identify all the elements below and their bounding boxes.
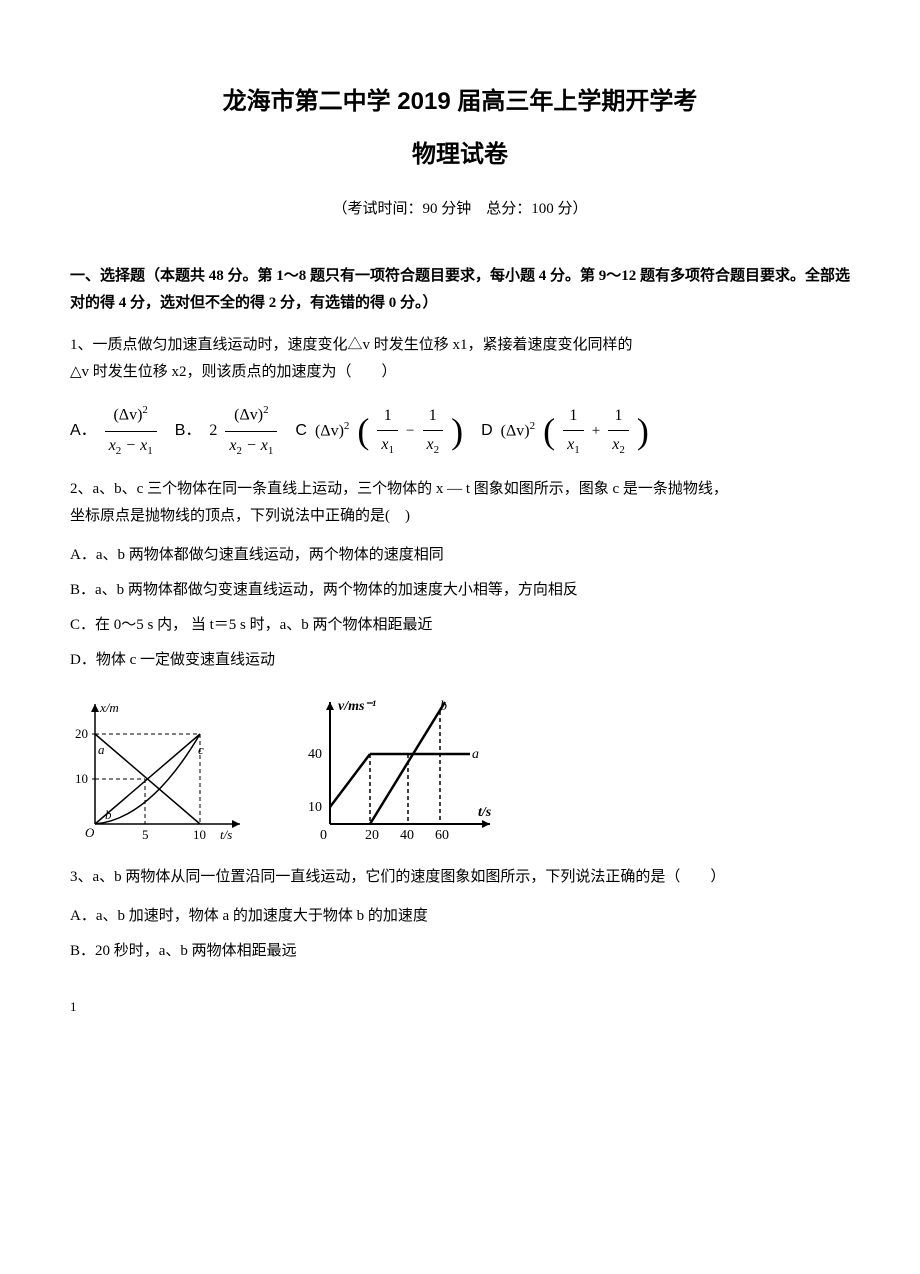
fraction: 1 x2 [608, 402, 629, 462]
option-label: A． [70, 417, 97, 446]
fraction: (Δv)2 x2 − x1 [225, 401, 277, 461]
q1-option-c: C (Δv)2 ( 1 x1 − 1 x2 ) [295, 402, 463, 462]
fraction: 1 x1 [377, 402, 398, 462]
fraction: 1 x2 [423, 402, 444, 462]
xtick-20: 20 [365, 828, 379, 843]
q1-line1: 1、一质点做匀加速直线运动时，速度变化△v 时发生位移 x1，紧接着速度变化同样… [70, 332, 850, 359]
q1-option-a: A． (Δv)2 x2 − x1 [70, 401, 157, 461]
q2-choice-c: C．在 0～5 s 内， 当 t＝5 s 时，a、b 两个物体相距最近 [70, 612, 850, 639]
question-3: 3、a、b 两物体从同一位置沿同一直线运动，它们的速度图象如图所示，下列说法正确… [70, 864, 850, 891]
q3-stem: 3、a、b 两物体从同一位置沿同一直线运动，它们的速度图象如图所示，下列说法正确… [70, 864, 850, 891]
q3-choice-a: A．a、b 加速时，物体 a 的加速度大于物体 b 的加速度 [70, 903, 850, 930]
y-axis-label: v/ms⁻¹ [338, 699, 376, 714]
expr: (Δv)2 [315, 417, 349, 446]
den-text: x2 − x1 [229, 437, 273, 454]
numerator-base: (Δv) [113, 407, 142, 424]
q2-stem1: 2、a、b、c 三个物体在同一条直线上运动，三个物体的 x — t 图象如图所示… [70, 476, 850, 503]
curve-label-b: b [440, 699, 447, 714]
figures-row: 20 10 5 10 x/m t/s O a b c v/ms⁻¹ [70, 694, 850, 844]
numerator-sup: 2 [263, 404, 269, 416]
y-axis-label: x/m [99, 700, 119, 715]
op-plus: + [592, 418, 600, 445]
q1-option-d: D (Δv)2 ( 1 x1 + 1 x2 ) [481, 402, 649, 462]
fraction: 1 x1 [563, 402, 584, 462]
q2-choice-a: A．a、b 两物体都做匀速直线运动，两个物体的速度相同 [70, 542, 850, 569]
paren-right-icon: ) [451, 417, 463, 446]
option-label: C [295, 417, 307, 446]
q1-option-b: B． 2 (Δv)2 x2 − x1 [175, 401, 278, 461]
xtick-40: 40 [400, 828, 414, 843]
x-axis-label: t/s [220, 827, 232, 842]
ytick-40: 40 [308, 747, 322, 762]
exam-info: （考试时间：90 分钟 总分：100 分） [70, 196, 850, 223]
ytick-10: 10 [308, 800, 322, 815]
origin-label: 0 [320, 828, 327, 843]
paren-left-icon: ( [543, 417, 555, 446]
paren-right-icon: ) [637, 417, 649, 446]
xtick-5: 5 [142, 827, 149, 842]
title-main: 龙海市第二中学 2019 届高三年上学期开学考 [70, 80, 850, 123]
q3-choice-b: B．20 秒时，a、b 两物体相距最远 [70, 938, 850, 965]
op-minus: − [406, 418, 414, 445]
q1-options: A． (Δv)2 x2 − x1 B． 2 (Δv)2 x2 − x1 C (Δ… [70, 401, 850, 461]
coef: 2 [209, 417, 217, 446]
page-number: 1 [70, 995, 850, 1018]
xtick-60: 60 [435, 828, 449, 843]
title-sub: 物理试卷 [70, 133, 850, 176]
figure-xt-graph: 20 10 5 10 x/m t/s O a b c [70, 694, 250, 844]
question-1: 1、一质点做匀加速直线运动时，速度变化△v 时发生位移 x1，紧接着速度变化同样… [70, 332, 850, 386]
paren-left-icon: ( [357, 417, 369, 446]
q2-choice-d: D．物体 c 一定做变速直线运动 [70, 647, 850, 674]
ytick-20: 20 [75, 726, 88, 741]
ytick-10: 10 [75, 771, 88, 786]
expr: (Δv)2 [501, 417, 535, 446]
option-label: D [481, 417, 493, 446]
den-text: x2 − x1 [109, 437, 153, 454]
curve-label-a: a [472, 747, 479, 762]
figure-vt-graph: v/ms⁻¹ t/s 0 40 10 20 40 60 a b [300, 694, 500, 844]
curve-label-b: b [105, 807, 112, 822]
origin-label: O [85, 825, 95, 840]
numerator-sup: 2 [142, 404, 148, 416]
x-axis-label: t/s [478, 805, 492, 820]
option-label: B． [175, 417, 202, 446]
fraction: (Δv)2 x2 − x1 [105, 401, 157, 461]
curve-label-c: c [198, 742, 204, 757]
q2-choice-b: B．a、b 两物体都做匀变速直线运动，两个物体的加速度大小相等，方向相反 [70, 577, 850, 604]
q2-stem2: 坐标原点是抛物线的顶点，下列说法中正确的是( ) [70, 503, 850, 530]
q1-line2: △v 时发生位移 x2，则该质点的加速度为（ ） [70, 359, 850, 386]
numerator-base: (Δv) [234, 407, 263, 424]
section-1-heading: 一、选择题（本题共 48 分。第 1～8 题只有一项符合题目要求，每小题 4 分… [70, 263, 850, 317]
xtick-10: 10 [193, 827, 206, 842]
question-2: 2、a、b、c 三个物体在同一条直线上运动，三个物体的 x — t 图象如图所示… [70, 476, 850, 530]
curve-label-a: a [98, 742, 105, 757]
